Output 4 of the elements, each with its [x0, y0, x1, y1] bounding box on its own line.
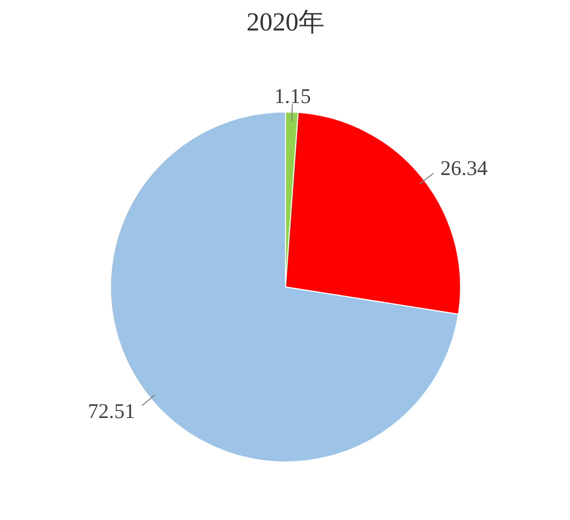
chart-title: 2020年	[246, 8, 324, 36]
data-label: 72.51	[88, 399, 136, 424]
data-label: 1.15	[274, 84, 312, 108]
data-label: 26.34	[440, 156, 488, 180]
